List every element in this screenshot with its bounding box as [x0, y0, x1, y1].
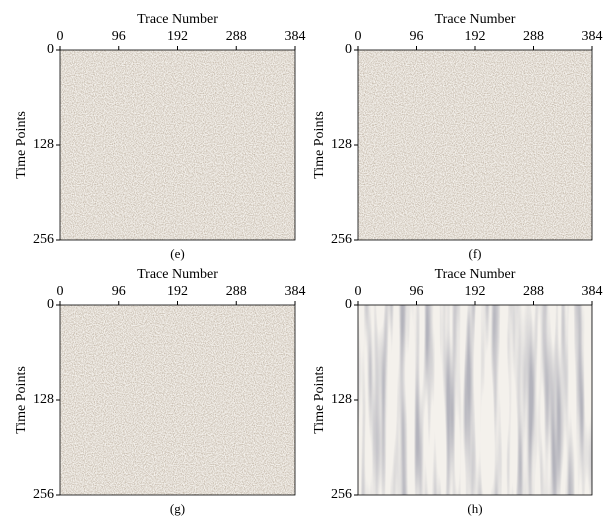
- x-tick-label: 192: [465, 284, 486, 299]
- x-tick-label: 288: [523, 29, 544, 44]
- panel: 0 96 192 288 384 0 128 256 Trace Number Time Poin…: [312, 267, 602, 516]
- panel-image: [60, 305, 295, 495]
- y-tick-label: 128: [33, 392, 54, 407]
- y-tick-label: 0: [345, 42, 352, 57]
- x-tick-label: 288: [226, 284, 247, 299]
- panel: 0 96 192 288 384 0 128 256 Trace Number Time Poin…: [312, 12, 602, 261]
- x-tick-label: 384: [582, 29, 603, 44]
- y-axis-label: Time Points: [312, 366, 327, 434]
- x-tick-label: 0: [355, 284, 362, 299]
- x-tick-label: 96: [410, 29, 424, 44]
- x-tick-label: 288: [523, 284, 544, 299]
- y-axis-label: Time Points: [14, 366, 29, 434]
- y-tick-label: 256: [33, 232, 54, 247]
- y-tick-label: 256: [33, 487, 54, 502]
- x-tick-label: 0: [57, 29, 64, 44]
- y-axis-label: Time Points: [312, 111, 327, 179]
- x-tick-label: 384: [582, 284, 603, 299]
- y-tick-label: 128: [331, 137, 352, 152]
- panel-image: [60, 50, 295, 240]
- y-tick-label: 256: [331, 232, 352, 247]
- panel: 0 96 192 288 384 0 128 256 Trace Number Time Poin…: [14, 12, 305, 261]
- y-tick-label: 0: [47, 42, 54, 57]
- x-axis-label: Trace Number: [435, 12, 516, 27]
- x-tick-label: 96: [410, 284, 424, 299]
- x-axis-label: Trace Number: [435, 267, 516, 282]
- panel-caption: (g): [170, 501, 185, 516]
- x-tick-label: 96: [112, 29, 126, 44]
- x-tick-label: 0: [355, 29, 362, 44]
- x-axis-label: Trace Number: [137, 267, 218, 282]
- x-tick-label: 384: [285, 29, 306, 44]
- panel: 0 96 192 288 384 0 128 256 Trace Number Time Poin…: [14, 267, 305, 516]
- x-tick-label: 192: [167, 284, 188, 299]
- panel-caption: (e): [170, 246, 184, 261]
- x-tick-label: 192: [167, 29, 188, 44]
- x-tick-label: 0: [57, 284, 64, 299]
- y-tick-label: 256: [331, 487, 352, 502]
- y-tick-label: 128: [331, 392, 352, 407]
- y-tick-label: 128: [33, 137, 54, 152]
- y-tick-label: 0: [47, 297, 54, 312]
- x-tick-label: 96: [112, 284, 126, 299]
- x-tick-label: 384: [285, 284, 306, 299]
- panel-image: [358, 50, 592, 240]
- x-tick-label: 288: [226, 29, 247, 44]
- panel-caption: (h): [467, 501, 482, 516]
- x-tick-label: 192: [465, 29, 486, 44]
- y-axis-label: Time Points: [14, 111, 29, 179]
- x-axis-label: Trace Number: [137, 12, 218, 27]
- panel-caption: (f): [469, 246, 482, 261]
- panel-image: [358, 305, 592, 495]
- y-tick-label: 0: [345, 297, 352, 312]
